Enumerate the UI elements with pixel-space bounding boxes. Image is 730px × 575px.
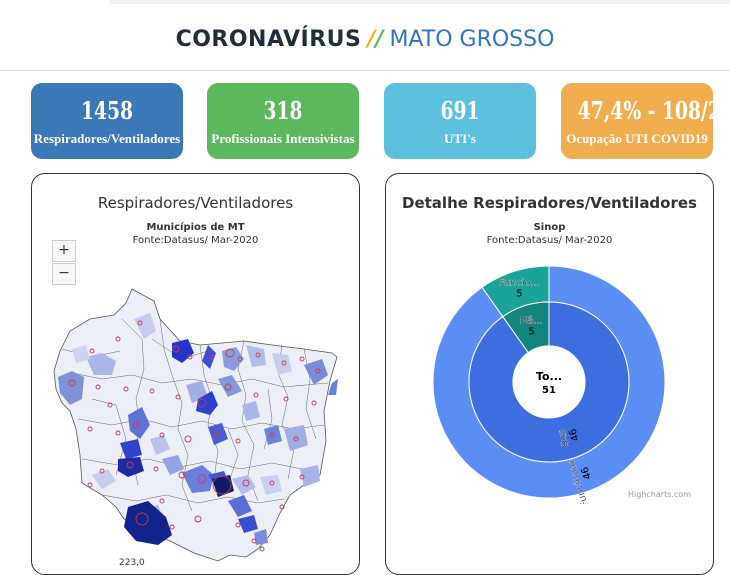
municipality-map[interactable] <box>32 279 359 575</box>
card-label: UTI's <box>444 131 476 146</box>
outer-ring-value: 5 <box>516 289 522 300</box>
card-label: Respiradores/Ventiladores <box>33 131 181 146</box>
outer-ring-label: Funcio... <box>498 278 540 289</box>
card-profissionais[interactable]: 318 Profissionais Intensivistas <box>207 83 359 159</box>
card-ocupacao[interactable]: 47,4% - 108/228 Ocupação UTI COVID19 <box>561 83 713 159</box>
detail-subtitle: Sinop <box>533 222 566 233</box>
zoom-out-button[interactable]: − <box>52 263 76 285</box>
card-value: 691 <box>440 96 480 125</box>
page-header: CORONAVÍRUS//MATO GROSSO <box>0 0 730 71</box>
sunburst-chart[interactable]: Funcio...5Funcionando46Nã...5Sus46To...5… <box>386 254 713 504</box>
title-region: MATO GROSSO <box>389 27 555 52</box>
map-subtitle: Municípios de MT <box>146 222 245 233</box>
zoom-in-button[interactable]: + <box>52 240 76 262</box>
center-label: To... <box>536 370 562 383</box>
title-main: CORONAVÍRUS <box>175 27 362 52</box>
center-value: 51 <box>542 385 556 396</box>
inner-ring-value: 5 <box>528 327 534 338</box>
card-value: 1458 <box>80 96 134 125</box>
card-value: 318 <box>263 96 303 125</box>
detail-source: Fonte:Datasus/ Mar-2020 <box>486 235 613 246</box>
detail-title: Detalhe Respiradores/Ventiladores <box>402 194 697 212</box>
card-label: Profissionais Intensivistas <box>211 131 355 146</box>
inner-ring-value: 46 <box>568 427 582 442</box>
card-respiradores[interactable]: 1458 Respiradores/Ventiladores <box>31 83 183 159</box>
card-value: 47,4% - 108/228 <box>577 96 713 125</box>
inner-ring-label: Nã... <box>520 316 543 327</box>
browser-top-strip <box>110 0 730 4</box>
outer-ring-value: 46 <box>580 465 594 480</box>
center-slice[interactable] <box>512 345 586 419</box>
page-title: CORONAVÍRUS//MATO GROSSO <box>0 27 730 52</box>
card-utis[interactable]: 691 UTI's <box>384 83 536 159</box>
detail-panel: Detalhe Respiradores/Ventiladores Sinop … <box>385 173 714 575</box>
highcharts-credit[interactable]: Highcharts.com <box>628 490 691 499</box>
map-panel: Respiradores/Ventiladores Municípios de … <box>31 173 360 575</box>
map-title: Respiradores/Ventiladores <box>97 194 294 212</box>
map-source: Fonte:Datasus/ Mar-2020 <box>132 235 259 246</box>
inner-ring-label: Sus <box>556 428 572 448</box>
map-value-label: 223,0 <box>119 558 145 568</box>
title-separator: // <box>367 27 384 52</box>
card-label: Ocupação UTI COVID19 <box>566 131 708 146</box>
